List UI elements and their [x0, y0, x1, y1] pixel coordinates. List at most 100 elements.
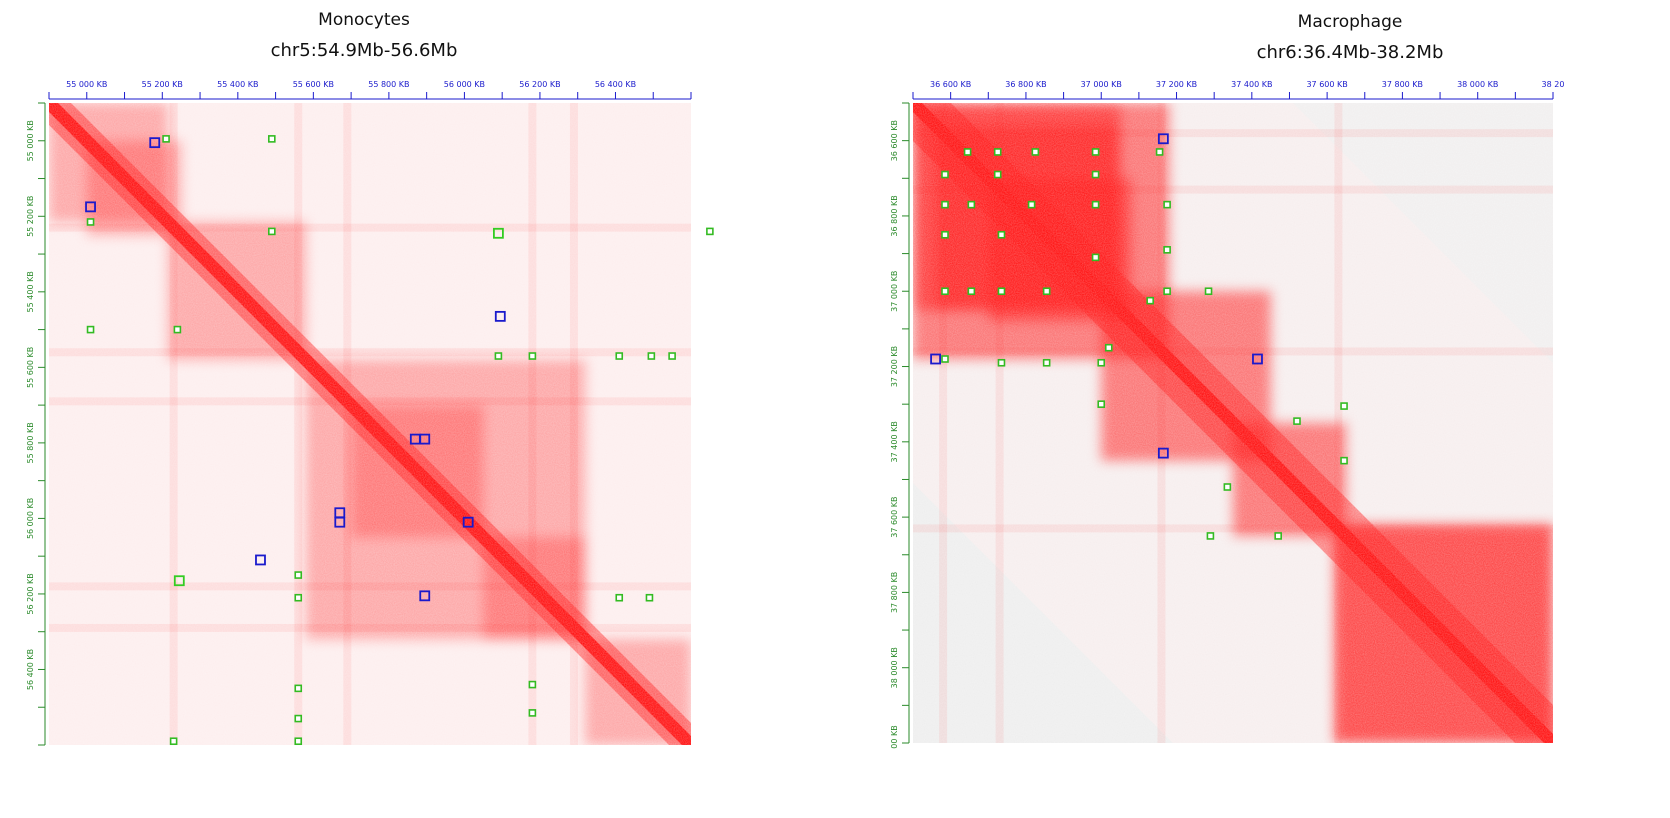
right-green-marker	[1146, 296, 1154, 305]
right-green-marker	[1293, 417, 1301, 425]
left-green-marker	[268, 135, 276, 143]
left-y-tick-label: 55 200 KB	[26, 196, 35, 237]
right-green-marker	[1223, 483, 1232, 491]
right-green-marker	[997, 230, 1006, 239]
left-heatmap: 55 000 KB 55 200 KB 55 400 KB 55 600 KB 55 8…	[26, 80, 714, 746]
right-green-marker	[993, 148, 1002, 156]
right-x-tick-label: 38 000 KB	[1457, 80, 1498, 89]
right-green-marker	[1097, 400, 1106, 408]
left-green-marker	[706, 227, 714, 236]
right-x-tick-label: 37 800 KB	[1382, 80, 1423, 89]
left-blue-marker	[419, 433, 431, 445]
right-green-marker	[1163, 287, 1171, 296]
left-green-marker	[647, 352, 656, 360]
left-x-tick-label: 55 800 KB	[368, 80, 409, 89]
right-y-tick-label: 37 000 KB	[890, 271, 899, 312]
left-y-axis: 55 000 KB 55 200 KB 55 400 KB 55 600 KB 55 8…	[26, 102, 46, 746]
right-green-marker	[1042, 287, 1051, 296]
right-green-marker	[1163, 200, 1171, 209]
left-blue-marker	[85, 201, 96, 213]
left-green-marker	[268, 227, 276, 236]
left-green-marker	[169, 737, 178, 746]
left-green-marker	[528, 352, 537, 360]
right-green-marker	[1091, 148, 1100, 156]
right-blue-marker	[1157, 133, 1169, 145]
right-green-marker	[941, 287, 949, 296]
left-grain	[49, 103, 691, 745]
right-y-axis: 36 600 KB 36 800 KB 37 000 KB 37 200 KB 37 4…	[890, 102, 910, 749]
left-chart-title: Monocytes	[318, 10, 410, 30]
right-green-marker	[941, 355, 949, 363]
left-chart-subtitle: chr5:54.9Mb-56.6Mb	[270, 40, 458, 61]
right-x-tick-label: 36 600 KB	[930, 80, 971, 89]
left-green-marker	[645, 593, 654, 602]
left-blue-marker	[419, 590, 431, 602]
left-green-marker	[294, 737, 303, 746]
right-green-marker	[1091, 170, 1100, 179]
left-y-tick-label: 55 400 KB	[26, 271, 35, 312]
left-x-axis: 55 000 KB 55 200 KB 55 400 KB 55 600 KB 55 8…	[48, 80, 692, 100]
left-green-marker	[173, 325, 182, 334]
left-y-tick-label: 56 400 KB	[26, 649, 35, 690]
right-x-axis: 36 600 KB 36 800 KB 37 000 KB 37 200 KB 37 4…	[912, 80, 1565, 100]
right-green-marker	[1340, 402, 1348, 410]
left-blue-marker	[149, 137, 161, 149]
left-green-marker	[615, 593, 624, 602]
left-blue-marker	[334, 516, 346, 528]
right-green-marker	[1274, 532, 1282, 540]
right-x-tick-label: 37 200 KB	[1156, 80, 1197, 89]
right-green-marker	[1104, 343, 1113, 352]
right-green-marker	[967, 200, 976, 209]
right-green-marker	[1027, 200, 1036, 209]
right-y-tick-label: 36 600 KB	[890, 120, 899, 161]
right-green-marker	[941, 230, 949, 239]
right-green-marker	[1097, 358, 1106, 367]
right-green-marker	[997, 358, 1006, 367]
left-y-tick-label: 55 800 KB	[26, 422, 35, 463]
right-heatmap: 36 600 KB 36 800 KB 37 000 KB 37 200 KB 37 4…	[890, 80, 1564, 749]
right-x-tick-label: 37 400 KB	[1231, 80, 1272, 89]
right-y-tick-label: 37 200 KB	[890, 346, 899, 387]
left-green-marker	[528, 709, 537, 717]
right-y-tick-label: 37 800 KB	[890, 572, 899, 613]
right-heatmap-body	[913, 103, 1553, 743]
right-grain	[913, 103, 1553, 743]
right-y-tick-label: 36 800 KB	[890, 195, 899, 236]
right-green-marker	[1091, 253, 1100, 262]
left-green-marker	[668, 352, 676, 360]
right-x-tick-label: 38 20	[1542, 80, 1565, 89]
right-green-marker	[1206, 532, 1215, 540]
left-green-marker	[294, 714, 303, 723]
left-x-tick-label: 55 000 KB	[66, 80, 107, 89]
left-green-marker	[162, 135, 170, 143]
right-x-tick-label: 36 800 KB	[1005, 80, 1046, 89]
left-green-marker	[615, 352, 624, 360]
left-green-marker-large	[173, 575, 185, 587]
right-green-marker	[941, 200, 949, 209]
left-y-tick-label: 55 600 KB	[26, 347, 35, 388]
left-blue-marker	[462, 516, 474, 528]
left-x-tick-label: 56 000 KB	[444, 80, 485, 89]
right-green-marker	[1163, 246, 1171, 254]
left-y-tick-label: 56 000 KB	[26, 498, 35, 539]
left-blue-marker	[494, 310, 506, 322]
right-green-marker	[1031, 148, 1040, 156]
right-y-tick-label: 38 000 KB	[890, 647, 899, 688]
left-green-marker	[294, 593, 303, 602]
right-y-tick-label: 37 400 KB	[890, 421, 899, 462]
right-chart-title: Macrophage	[1297, 12, 1403, 32]
right-x-tick-label: 37 600 KB	[1306, 80, 1347, 89]
right-blue-marker	[930, 353, 941, 365]
right-green-marker	[1091, 200, 1100, 209]
left-x-tick-label: 56 400 KB	[595, 80, 636, 89]
left-blue-marker	[255, 554, 266, 566]
left-green-marker-large	[492, 227, 504, 239]
left-green-marker	[294, 571, 303, 579]
left-x-tick-label: 55 200 KB	[142, 80, 183, 89]
right-y-tick-label: 00 KB	[890, 725, 899, 748]
right-blue-marker	[1157, 447, 1169, 459]
right-x-tick-label: 37 000 KB	[1081, 80, 1122, 89]
right-green-marker	[1155, 148, 1164, 156]
left-green-marker	[494, 352, 503, 360]
